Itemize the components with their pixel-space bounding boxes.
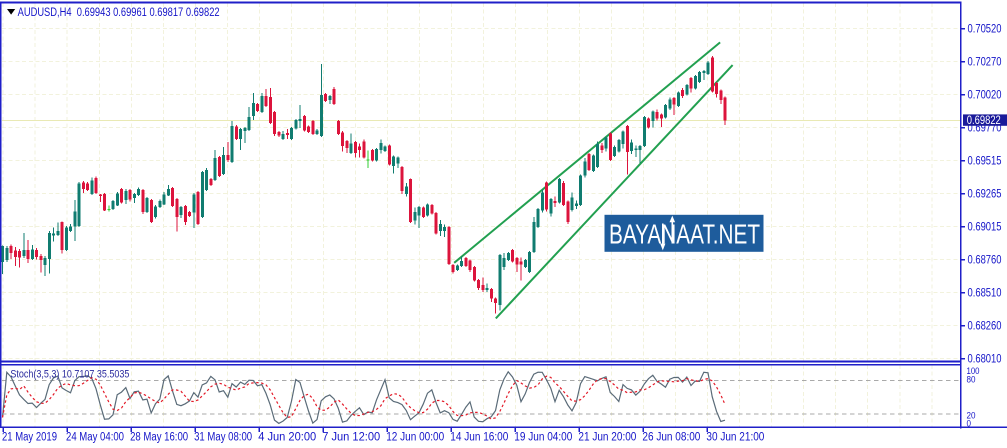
svg-text:19 Jun 04:00: 19 Jun 04:00 bbox=[514, 431, 572, 443]
svg-text:28 May 16:00: 28 May 16:00 bbox=[130, 431, 188, 443]
svg-text:12 Jun 00:00: 12 Jun 00:00 bbox=[386, 431, 444, 443]
svg-text:80: 80 bbox=[967, 375, 976, 386]
svg-text:0.69822: 0.69822 bbox=[967, 115, 1001, 127]
svg-text:0.68260: 0.68260 bbox=[968, 321, 1002, 333]
svg-text:0.70270: 0.70270 bbox=[968, 57, 1002, 69]
svg-text:100: 100 bbox=[967, 366, 980, 377]
svg-text:0.69015: 0.69015 bbox=[968, 222, 1002, 234]
svg-text:30 Jun 21:00: 30 Jun 21:00 bbox=[706, 431, 764, 443]
svg-text:4 Jun 20:00: 4 Jun 20:00 bbox=[258, 431, 316, 443]
svg-text:20: 20 bbox=[967, 411, 976, 422]
svg-text:BAYANAAT.NET: BAYANAAT.NET bbox=[609, 219, 760, 250]
svg-text:0.69265: 0.69265 bbox=[968, 189, 1002, 201]
svg-text:24 May 04:00: 24 May 04:00 bbox=[66, 431, 124, 443]
svg-text:21 Jun 20:00: 21 Jun 20:00 bbox=[578, 431, 636, 443]
svg-text:26 Jun 08:00: 26 Jun 08:00 bbox=[642, 431, 700, 443]
svg-text:AUDUSD,H4 0.69943 0.69961 0.6: AUDUSD,H4 0.69943 0.69961 0.69817 0.6982… bbox=[18, 7, 220, 19]
svg-text:31 May 08:00: 31 May 08:00 bbox=[194, 431, 252, 443]
svg-text:0.68510: 0.68510 bbox=[968, 288, 1002, 300]
svg-text:14 Jun 16:00: 14 Jun 16:00 bbox=[450, 431, 508, 443]
svg-text:Stoch(3,5,3) 10.7107 35.5035: Stoch(3,5,3) 10.7107 35.5035 bbox=[10, 369, 129, 381]
svg-text:0.70520: 0.70520 bbox=[968, 24, 1002, 36]
svg-text:0.70020: 0.70020 bbox=[968, 90, 1002, 102]
svg-text:0.68760: 0.68760 bbox=[968, 255, 1002, 267]
svg-text:21 May 2019: 21 May 2019 bbox=[2, 431, 57, 443]
svg-text:0.69515: 0.69515 bbox=[968, 156, 1002, 168]
svg-text:0.68010: 0.68010 bbox=[968, 354, 1002, 366]
svg-text:0: 0 bbox=[967, 419, 972, 430]
svg-text:7 Jun 12:00: 7 Jun 12:00 bbox=[322, 431, 380, 443]
